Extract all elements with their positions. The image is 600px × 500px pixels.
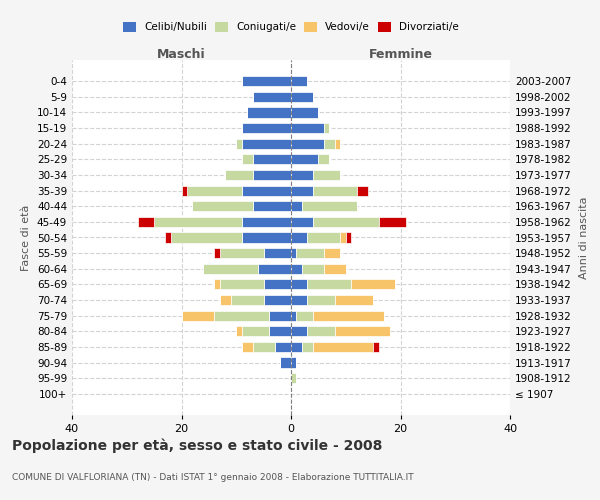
Bar	[242, 138, 291, 149]
Bar	[214, 310, 269, 320]
Bar	[165, 232, 170, 242]
Bar	[379, 217, 406, 227]
Bar	[242, 326, 269, 336]
Bar	[253, 154, 291, 164]
Bar	[291, 186, 313, 196]
Bar	[263, 295, 291, 305]
Bar	[226, 170, 253, 180]
Bar	[253, 92, 291, 102]
Bar	[263, 280, 291, 289]
Bar	[182, 310, 214, 320]
Bar	[242, 123, 291, 133]
Bar	[307, 326, 335, 336]
Bar	[138, 217, 154, 227]
Bar	[242, 217, 291, 227]
Bar	[291, 342, 302, 352]
Bar	[291, 310, 296, 320]
Bar	[263, 248, 291, 258]
Bar	[324, 123, 329, 133]
Bar	[356, 186, 368, 196]
Bar	[291, 326, 307, 336]
Bar	[373, 342, 379, 352]
Bar	[307, 232, 340, 242]
Bar	[253, 201, 291, 211]
Bar	[313, 310, 384, 320]
Bar	[302, 264, 324, 274]
Bar	[307, 280, 351, 289]
Text: Popolazione per età, sesso e stato civile - 2008: Popolazione per età, sesso e stato civil…	[12, 438, 382, 453]
Bar	[203, 264, 258, 274]
Bar	[253, 170, 291, 180]
Bar	[296, 248, 324, 258]
Bar	[335, 138, 340, 149]
Bar	[296, 310, 313, 320]
Bar	[313, 186, 356, 196]
Bar	[193, 201, 253, 211]
Bar	[291, 295, 307, 305]
Bar	[324, 248, 340, 258]
Bar	[291, 373, 296, 383]
Bar	[269, 326, 291, 336]
Bar	[335, 295, 373, 305]
Bar	[231, 295, 263, 305]
Bar	[324, 138, 335, 149]
Text: COMUNE DI VALFLORIANA (TN) - Dati ISTAT 1° gennaio 2008 - Elaborazione TUTTITALI: COMUNE DI VALFLORIANA (TN) - Dati ISTAT …	[12, 473, 413, 482]
Bar	[242, 342, 253, 352]
Bar	[182, 186, 187, 196]
Bar	[291, 170, 313, 180]
Bar	[291, 154, 319, 164]
Bar	[242, 154, 253, 164]
Bar	[291, 76, 307, 86]
Y-axis label: Fasce di età: Fasce di età	[22, 204, 31, 270]
Bar	[291, 123, 324, 133]
Bar	[291, 201, 302, 211]
Bar	[291, 280, 307, 289]
Bar	[340, 232, 346, 242]
Bar	[214, 248, 220, 258]
Bar	[187, 186, 242, 196]
Bar	[220, 295, 231, 305]
Text: Maschi: Maschi	[157, 48, 206, 61]
Bar	[220, 280, 263, 289]
Bar	[220, 248, 263, 258]
Bar	[291, 232, 307, 242]
Bar	[242, 232, 291, 242]
Bar	[302, 201, 356, 211]
Bar	[324, 264, 346, 274]
Bar	[335, 326, 389, 336]
Bar	[319, 154, 329, 164]
Bar	[242, 186, 291, 196]
Bar	[291, 248, 296, 258]
Bar	[214, 280, 220, 289]
Text: Femmine: Femmine	[368, 48, 433, 61]
Bar	[269, 310, 291, 320]
Bar	[307, 295, 335, 305]
Bar	[351, 280, 395, 289]
Bar	[275, 342, 291, 352]
Bar	[291, 138, 324, 149]
Bar	[236, 138, 242, 149]
Bar	[154, 217, 242, 227]
Legend: Celibi/Nubili, Coniugati/e, Vedovi/e, Divorziati/e: Celibi/Nubili, Coniugati/e, Vedovi/e, Di…	[120, 19, 462, 36]
Bar	[242, 76, 291, 86]
Bar	[291, 217, 313, 227]
Bar	[291, 264, 302, 274]
Bar	[247, 108, 291, 118]
Bar	[236, 326, 242, 336]
Y-axis label: Anni di nascita: Anni di nascita	[578, 196, 589, 279]
Bar	[291, 92, 313, 102]
Bar	[313, 342, 373, 352]
Bar	[253, 342, 275, 352]
Bar	[291, 108, 319, 118]
Bar	[302, 342, 313, 352]
Bar	[258, 264, 291, 274]
Bar	[346, 232, 351, 242]
Bar	[170, 232, 242, 242]
Bar	[291, 358, 296, 368]
Bar	[313, 217, 379, 227]
Bar	[280, 358, 291, 368]
Bar	[313, 170, 340, 180]
